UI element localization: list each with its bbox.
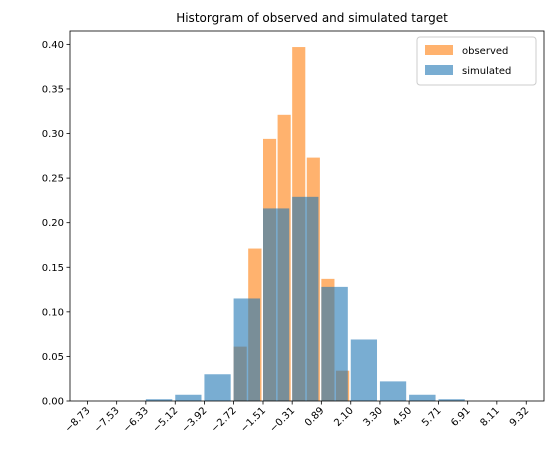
x-tick-label: −0.31 [268, 405, 297, 434]
y-tick-label: 0.05 [42, 352, 64, 363]
y-tick-label: 0.40 [42, 40, 64, 51]
x-tick-label: −1.51 [239, 405, 268, 434]
x-tick-label: −2.72 [209, 405, 238, 434]
legend-label-observed: observed [462, 46, 508, 57]
legend-label-simulated: simulated [462, 66, 511, 77]
bar-simulated-2 [145, 399, 173, 401]
bar-simulated-11 [409, 394, 436, 401]
x-tick-label: 0.89 [303, 405, 327, 429]
bar-simulated-4 [204, 374, 231, 401]
x-tick-label: 3.30 [362, 405, 386, 429]
legend-box [416, 36, 537, 86]
bar-simulated-3 [175, 394, 202, 401]
bar-simulated-12 [438, 399, 465, 401]
y-tick-label: 0.10 [42, 307, 64, 318]
x-tick-label: −8.73 [63, 405, 92, 434]
plot-frame [69, 30, 545, 402]
legend-swatch-observed [425, 45, 453, 55]
y-tick-label: 0.30 [42, 129, 64, 140]
bars-layer [145, 47, 465, 402]
bar-simulated-8 [321, 286, 348, 401]
legend-swatch-simulated [425, 65, 453, 75]
x-tick-label: 5.71 [420, 405, 444, 429]
chart-title: Historgram of observed and simulated tar… [176, 11, 448, 25]
x-tick-label: −5.12 [151, 405, 180, 434]
x-tick-label: 2.10 [332, 405, 356, 429]
x-tick-label: 9.32 [508, 405, 532, 429]
bar-simulated-7 [292, 196, 319, 401]
x-tick-label: −6.33 [122, 405, 151, 434]
x-tick-label: 8.11 [478, 405, 502, 429]
legend: observed simulated [416, 36, 537, 86]
y-tick-label: 0.25 [42, 174, 64, 185]
x-tick-label: 4.50 [391, 405, 415, 429]
bar-simulated-5 [233, 298, 261, 401]
y-tick-label: 0.35 [42, 84, 64, 95]
y-tick-label: 0.20 [42, 218, 64, 229]
x-tick-label: 6.91 [449, 405, 473, 429]
bar-simulated-6 [263, 208, 290, 401]
bar-simulated-9 [350, 339, 378, 401]
y-tick-label: 0.00 [42, 397, 64, 408]
y-tick-label: 0.15 [42, 263, 64, 274]
x-tick-label: −7.53 [92, 405, 121, 434]
bar-simulated-10 [379, 381, 407, 401]
x-tick-label: −3.92 [180, 405, 209, 434]
